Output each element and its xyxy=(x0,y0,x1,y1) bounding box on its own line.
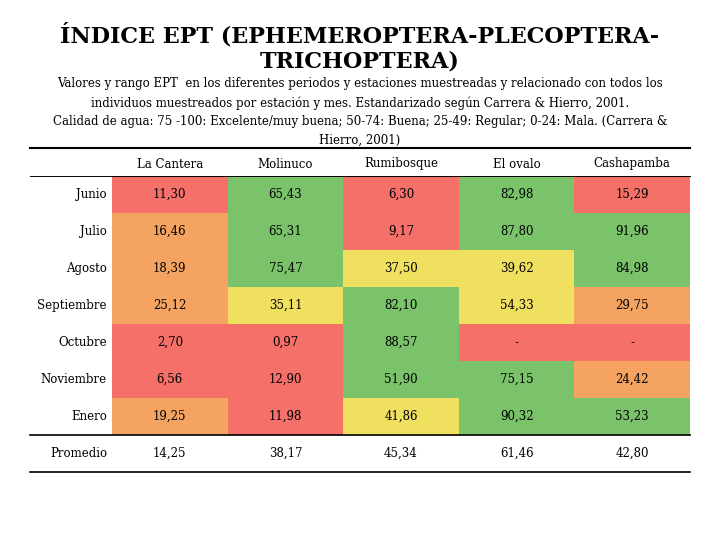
Text: 11,98: 11,98 xyxy=(269,410,302,423)
Text: 45,34: 45,34 xyxy=(384,447,418,460)
Text: 6,30: 6,30 xyxy=(388,188,414,201)
Text: 51,90: 51,90 xyxy=(384,373,418,386)
Text: ÍNDICE EPT (EPHEMEROPTERA-PLECOPTERA-
TRICHOPTERA): ÍNDICE EPT (EPHEMEROPTERA-PLECOPTERA- TR… xyxy=(60,23,660,73)
Text: Molinuco: Molinuco xyxy=(258,158,313,171)
Text: 12,90: 12,90 xyxy=(269,373,302,386)
Text: 38,17: 38,17 xyxy=(269,447,302,460)
Text: Promedio: Promedio xyxy=(50,447,107,460)
Bar xyxy=(459,213,575,250)
Bar xyxy=(343,176,459,213)
Bar xyxy=(459,361,575,398)
Bar xyxy=(112,176,228,213)
Bar xyxy=(575,324,690,361)
Text: Octubre: Octubre xyxy=(58,336,107,349)
Text: Julio: Julio xyxy=(80,225,107,238)
Text: Septiembre: Septiembre xyxy=(37,299,107,312)
Text: 19,25: 19,25 xyxy=(153,410,186,423)
Bar xyxy=(575,398,690,435)
Text: 2,70: 2,70 xyxy=(157,336,183,349)
Text: 61,46: 61,46 xyxy=(500,447,534,460)
Text: 35,11: 35,11 xyxy=(269,299,302,312)
Bar xyxy=(343,250,459,287)
Bar xyxy=(575,250,690,287)
Bar xyxy=(228,250,343,287)
Text: 65,43: 65,43 xyxy=(269,188,302,201)
Bar xyxy=(459,287,575,324)
Text: 53,23: 53,23 xyxy=(616,410,649,423)
Bar xyxy=(343,398,459,435)
Text: Cashapamba: Cashapamba xyxy=(594,158,670,171)
Text: 75,15: 75,15 xyxy=(500,373,534,386)
Bar xyxy=(575,176,690,213)
Bar xyxy=(112,398,228,435)
Text: Enero: Enero xyxy=(71,410,107,423)
Bar xyxy=(228,287,343,324)
Text: 41,86: 41,86 xyxy=(384,410,418,423)
Bar xyxy=(228,176,343,213)
Bar xyxy=(112,250,228,287)
Text: 25,12: 25,12 xyxy=(153,299,186,312)
Bar xyxy=(343,361,459,398)
Bar xyxy=(343,213,459,250)
Text: 88,57: 88,57 xyxy=(384,336,418,349)
Text: 82,98: 82,98 xyxy=(500,188,534,201)
Bar xyxy=(575,287,690,324)
Bar xyxy=(459,176,575,213)
Bar xyxy=(112,324,228,361)
Text: 15,29: 15,29 xyxy=(616,188,649,201)
Text: El ovalo: El ovalo xyxy=(492,158,541,171)
Bar xyxy=(459,398,575,435)
Bar xyxy=(228,398,343,435)
Text: Noviembre: Noviembre xyxy=(41,373,107,386)
Text: 42,80: 42,80 xyxy=(616,447,649,460)
Text: 65,31: 65,31 xyxy=(269,225,302,238)
Text: 75,47: 75,47 xyxy=(269,262,302,275)
Text: Agosto: Agosto xyxy=(66,262,107,275)
Text: 39,62: 39,62 xyxy=(500,262,534,275)
Bar xyxy=(459,250,575,287)
Text: 91,96: 91,96 xyxy=(616,225,649,238)
Bar xyxy=(228,213,343,250)
Text: 9,17: 9,17 xyxy=(388,225,414,238)
Text: 84,98: 84,98 xyxy=(616,262,649,275)
Text: 29,75: 29,75 xyxy=(616,299,649,312)
Text: 90,32: 90,32 xyxy=(500,410,534,423)
Text: -: - xyxy=(630,336,634,349)
Bar xyxy=(575,213,690,250)
Text: Junio: Junio xyxy=(76,188,107,201)
Text: 6,56: 6,56 xyxy=(157,373,183,386)
Bar xyxy=(228,324,343,361)
Text: 0,97: 0,97 xyxy=(272,336,299,349)
Text: 24,42: 24,42 xyxy=(616,373,649,386)
Text: 18,39: 18,39 xyxy=(153,262,186,275)
Bar xyxy=(112,361,228,398)
Text: -: - xyxy=(515,336,518,349)
Text: Valores y rango EPT  en los diferentes periodos y estaciones muestreadas y relac: Valores y rango EPT en los diferentes pe… xyxy=(53,77,667,147)
Bar xyxy=(228,361,343,398)
Bar xyxy=(112,213,228,250)
Bar xyxy=(343,324,459,361)
Text: 11,30: 11,30 xyxy=(153,188,186,201)
Text: 37,50: 37,50 xyxy=(384,262,418,275)
Bar xyxy=(343,287,459,324)
Text: 87,80: 87,80 xyxy=(500,225,534,238)
Bar xyxy=(575,361,690,398)
Text: 54,33: 54,33 xyxy=(500,299,534,312)
Text: 16,46: 16,46 xyxy=(153,225,186,238)
Bar xyxy=(459,324,575,361)
Text: 14,25: 14,25 xyxy=(153,447,186,460)
Bar xyxy=(112,287,228,324)
Text: Rumibosque: Rumibosque xyxy=(364,158,438,171)
Text: La Cantera: La Cantera xyxy=(137,158,203,171)
Text: 82,10: 82,10 xyxy=(384,299,418,312)
